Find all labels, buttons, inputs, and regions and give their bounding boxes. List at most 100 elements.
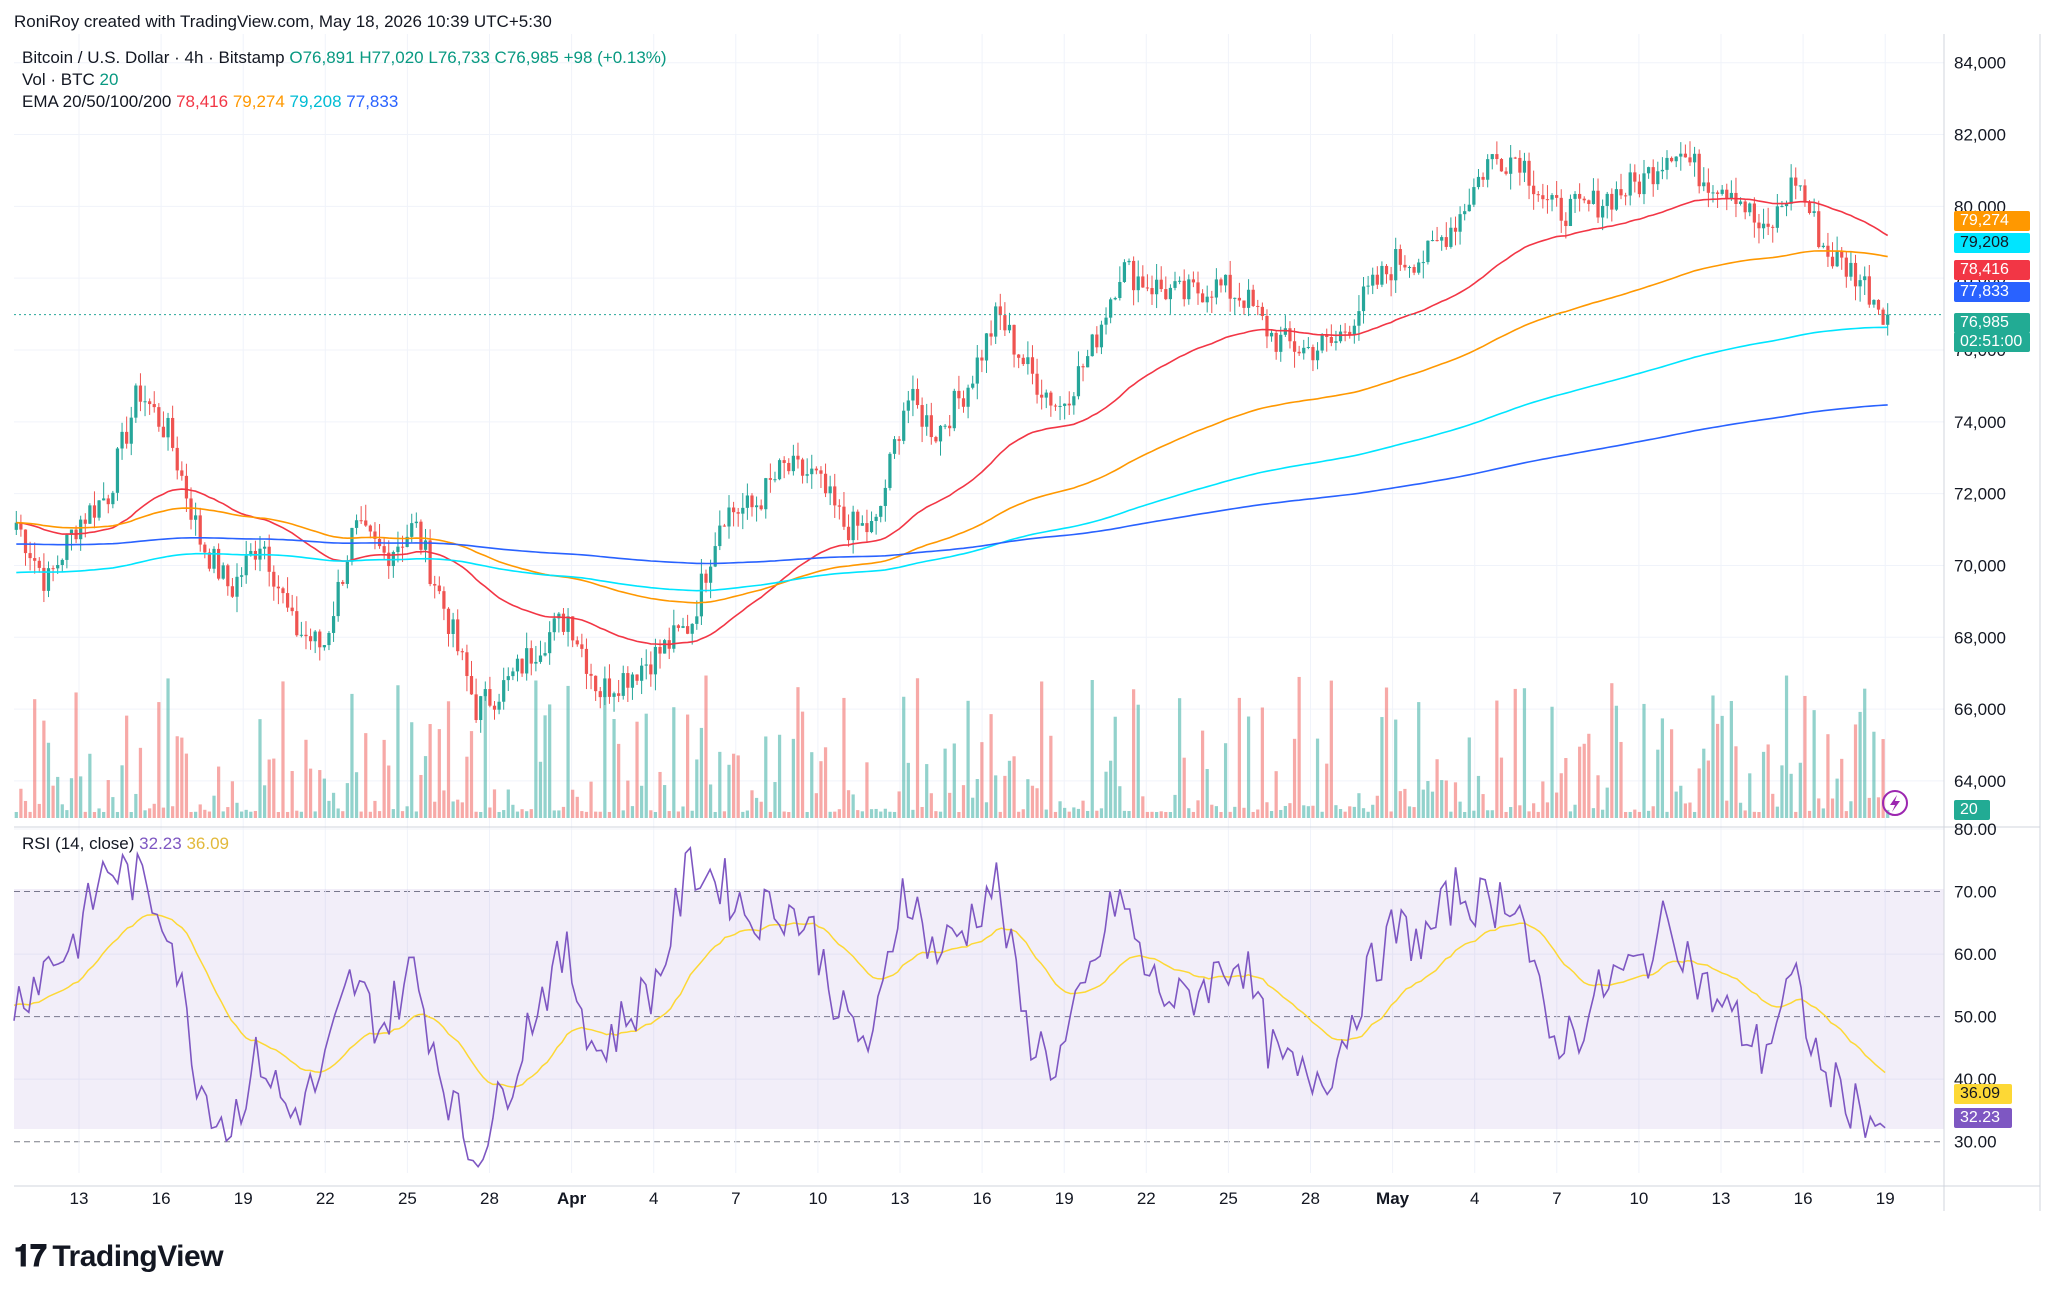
candle-body xyxy=(676,625,681,628)
volume-bar xyxy=(906,762,910,818)
candle-body xyxy=(787,462,791,472)
candle-body xyxy=(640,665,644,681)
candle-body xyxy=(1522,160,1527,173)
volume-bar xyxy=(79,776,83,818)
volume-bar xyxy=(686,714,690,818)
volume-bar xyxy=(699,727,704,818)
volume-bar xyxy=(1706,760,1710,818)
rsi-tick-label: 50.00 xyxy=(1954,1008,1997,1027)
candle-body xyxy=(1017,354,1021,358)
candle-body xyxy=(837,505,841,507)
candle-body xyxy=(1628,172,1632,196)
candle-body xyxy=(548,632,552,654)
candle-body xyxy=(299,634,303,636)
volume-bar xyxy=(308,768,313,818)
candle-body xyxy=(331,616,336,633)
volume-bar xyxy=(925,764,929,818)
candle-body xyxy=(111,492,115,505)
volume-bar xyxy=(1771,793,1775,818)
candle-body xyxy=(1840,251,1844,258)
volume-bar xyxy=(350,693,354,818)
volume-bar xyxy=(938,811,943,818)
candle-body xyxy=(607,678,612,697)
candle-body xyxy=(1348,331,1352,335)
time-tick-label: 28 xyxy=(480,1189,499,1208)
volume-bar xyxy=(341,811,345,818)
volume-bar xyxy=(1738,802,1743,818)
volume-bar xyxy=(1876,797,1881,818)
volume-bar xyxy=(433,801,437,818)
candle-body xyxy=(1775,206,1779,228)
candle-body xyxy=(1794,177,1798,186)
volume-bar xyxy=(869,809,874,818)
candle-body xyxy=(1205,296,1209,303)
candle-body xyxy=(1669,157,1674,162)
ema-label[interactable]: EMA 20/50/100/200 xyxy=(22,92,172,111)
volume-bar xyxy=(1601,809,1605,818)
candle-body xyxy=(1472,187,1476,205)
volume-label[interactable]: Vol · BTC xyxy=(22,70,95,89)
volume-bar xyxy=(180,737,184,818)
volume-bar xyxy=(138,747,143,818)
candle-body xyxy=(492,705,497,710)
ohlc-change: +98 (+0.13%) xyxy=(563,48,667,67)
time-tick-label: 25 xyxy=(1219,1189,1238,1208)
symbol-name[interactable]: Bitcoin / U.S. Dollar · 4h · Bitstamp xyxy=(22,48,285,67)
volume-bar xyxy=(249,811,253,818)
lightning-icon-circle[interactable] xyxy=(1882,790,1908,816)
volume-bar xyxy=(1555,792,1559,818)
volume-bar xyxy=(166,678,170,818)
volume-bar xyxy=(492,789,497,818)
candle-body xyxy=(1729,192,1733,199)
volume-bar xyxy=(262,785,267,818)
candle-body xyxy=(203,544,207,553)
rsi-legend: RSI (14, close) 32.23 36.09 xyxy=(22,834,229,854)
candle-body xyxy=(713,546,717,567)
candle-body xyxy=(1177,280,1182,282)
candle-body xyxy=(14,522,18,530)
volume-bar xyxy=(423,756,428,818)
candle-body xyxy=(69,529,74,535)
volume-bar xyxy=(258,719,262,818)
candle-body xyxy=(244,555,248,576)
volume-bar xyxy=(676,811,681,818)
volume-bar xyxy=(1256,809,1260,818)
candle-body xyxy=(1646,167,1651,174)
volume-bar xyxy=(1269,811,1274,818)
volume-bar xyxy=(640,785,644,818)
candle-body xyxy=(92,505,97,518)
time-tick-label: 19 xyxy=(234,1189,253,1208)
time-tick-label: 10 xyxy=(1629,1189,1648,1208)
candle-body xyxy=(681,626,685,628)
candle-body xyxy=(525,648,529,674)
volume-bar xyxy=(290,771,294,818)
candle-body xyxy=(1430,240,1435,242)
volume-bar xyxy=(354,772,359,818)
candle-body xyxy=(1780,206,1784,208)
volume-bar xyxy=(980,742,984,818)
candle-body xyxy=(989,333,993,337)
candle-body xyxy=(699,573,704,617)
candle-body xyxy=(971,383,975,388)
candle-body xyxy=(934,437,938,442)
candle-body xyxy=(1311,347,1315,361)
volume-bar xyxy=(327,800,331,818)
volume-bar xyxy=(276,812,280,818)
candle-body xyxy=(1086,356,1090,368)
candle-body xyxy=(768,478,772,480)
candle-body xyxy=(1738,201,1743,204)
candle-body xyxy=(1435,240,1439,242)
candle-body xyxy=(1872,299,1876,305)
volume-bar xyxy=(281,681,285,818)
candle-body xyxy=(888,453,892,488)
candle-body xyxy=(1817,211,1821,248)
volume-bar xyxy=(1886,809,1890,818)
rsi-label[interactable]: RSI (14, close) xyxy=(22,834,135,853)
candle-body xyxy=(423,540,428,550)
candle-body xyxy=(354,520,359,528)
tradingview-logo[interactable]: 𝟏𝟕 TradingView xyxy=(14,1240,224,1273)
volume-bar xyxy=(161,807,166,818)
candle-body xyxy=(874,516,878,522)
candle-body xyxy=(1444,237,1448,247)
